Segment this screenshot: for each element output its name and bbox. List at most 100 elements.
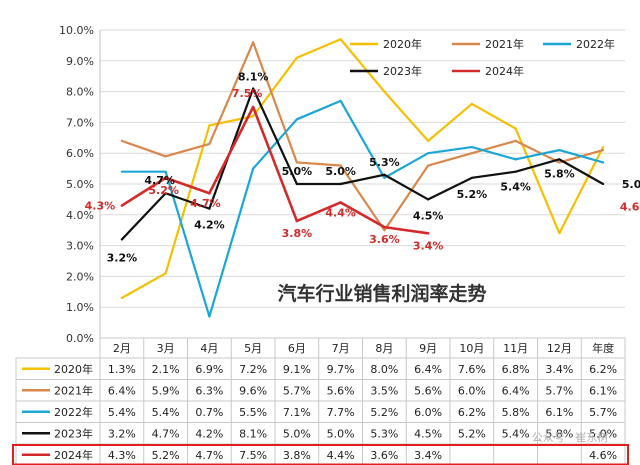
data-label: 4.4%: [325, 206, 356, 219]
series-line-segment: [295, 201, 342, 223]
table-cell: 5.0%: [589, 427, 617, 440]
category-label: 12月: [547, 342, 572, 355]
table-cell: 9.1%: [283, 363, 311, 376]
legend: 2020年 2021年 2022年 2023年 2024年: [350, 37, 615, 78]
series-line-segment: [164, 124, 211, 275]
watermark-text: 公众号 · 崔东树: [532, 430, 609, 444]
y-axis: 0.0% 1.0% 2.0% 3.0% 4.0% 5.0% 6.0% 7.0% 8.0% 9.0%…: [59, 24, 94, 345]
data-label: 8.1%: [238, 71, 269, 84]
series-line-segment: [252, 41, 298, 164]
table-cell: 7.6%: [458, 363, 486, 376]
table-cell: 6.0%: [414, 406, 442, 419]
series-line-segment: [514, 158, 561, 173]
y-tick-label: 7.0%: [66, 116, 94, 129]
data-label: 4.2%: [194, 219, 225, 232]
y-tick-label: 5.0%: [66, 178, 94, 191]
table-cell: 5.6%: [327, 384, 355, 397]
series-line-segment: [339, 38, 386, 93]
series-line-segment: [383, 152, 430, 179]
table-cell: 5.0%: [327, 427, 355, 440]
chart-title: 汽车行业销售利润率走势: [277, 282, 486, 305]
table-cell: 5.2%: [458, 427, 486, 440]
table-cell: 5.5%: [239, 406, 267, 419]
table-cell: 6.9%: [195, 363, 223, 376]
table-cell: 5.8%: [545, 427, 573, 440]
data-label: 5.0%: [622, 178, 640, 191]
series-line-segment: [252, 87, 298, 186]
data-label: 5.3%: [369, 156, 400, 169]
y-tick-label: 6.0%: [66, 147, 94, 160]
series-line-segment: [383, 90, 430, 142]
row-series-name: 2024年: [54, 448, 93, 462]
series-line-segment: [470, 170, 517, 179]
series-line-segment: [470, 102, 517, 130]
table-cell: 3.8%: [283, 449, 311, 462]
series-line-segment: [120, 139, 167, 158]
table-cell: 4.5%: [414, 427, 442, 440]
series-line-segment: [470, 139, 517, 155]
data-label: 5.0%: [325, 165, 356, 178]
table-cell: 9.7%: [327, 363, 355, 376]
table-cell: 6.1%: [589, 384, 617, 397]
data-label: 7.5%: [232, 87, 263, 100]
series-line-segment: [208, 115, 255, 127]
table-cell: 4.4%: [327, 449, 355, 462]
table-cell: 3.2%: [108, 427, 136, 440]
series-line-segment: [295, 99, 342, 121]
row-series-name: 2021年: [54, 383, 93, 397]
category-label: 3月: [157, 342, 175, 355]
table-cell: 7.7%: [327, 406, 355, 419]
data-label: 4.7%: [144, 174, 175, 187]
table-cell: 6.4%: [108, 384, 136, 397]
series-line-segment: [427, 152, 473, 167]
data-label: 3.4%: [413, 239, 444, 252]
data-labels: 3.2% 4.7% 4.2% 8.1% 5.0% 5.0% 5.3% 4.5% 5.2% 5.4%…: [85, 71, 640, 265]
table-cell: 7.2%: [239, 363, 267, 376]
category-label: 10月: [459, 342, 484, 355]
table-cell: 4.7%: [152, 427, 180, 440]
table-cell: 6.4%: [414, 363, 442, 376]
table-cell: 3.5%: [370, 384, 398, 397]
table-cell: 5.2%: [370, 406, 398, 419]
category-label: 8月: [375, 342, 393, 355]
series-line-segment: [120, 176, 167, 207]
data-label: 5.8%: [544, 167, 575, 180]
row-series-name: 2022年: [54, 405, 93, 419]
series-line-segment: [208, 105, 255, 195]
category-label: 年度: [592, 341, 614, 355]
table-cell: 3.4%: [414, 449, 442, 462]
data-label: 5.2%: [148, 184, 179, 197]
data-label: 4.3%: [85, 200, 116, 213]
table-cell: 5.8%: [502, 406, 530, 419]
series-line-segment: [164, 192, 211, 210]
table-cell: 6.2%: [589, 363, 617, 376]
table-cell: 5.4%: [152, 406, 180, 419]
legend-label: 2022年: [576, 37, 615, 51]
data-label: 5.2%: [457, 188, 488, 201]
table-cell: 0.7%: [195, 406, 223, 419]
table-cell: 6.1%: [545, 406, 573, 419]
series-line-segment: [339, 173, 386, 186]
series-line-segment: [120, 272, 167, 300]
series-line-segment: [470, 145, 517, 161]
table-cell: 1.3%: [108, 363, 136, 376]
category-label: 7月: [332, 342, 350, 355]
y-tick-label: 8.0%: [66, 86, 94, 99]
data-table: 2月 3月 4月 5月 6月 7月 8月 9月 10月 11月 12月 年度 2020年 1.3% 2.1%…: [12, 337, 629, 465]
series-line-segment: [427, 102, 473, 142]
y-tick-label: 2.0%: [66, 270, 94, 283]
table-cell: 3.4%: [545, 363, 573, 376]
category-label: 11月: [503, 342, 528, 355]
data-label: 4.5%: [413, 209, 444, 222]
table-cell: 8.0%: [370, 363, 398, 376]
series-line-segment: [383, 173, 430, 201]
data-label: 5.0%: [282, 165, 313, 178]
row-series-name: 2023年: [54, 426, 93, 440]
series-line-segment: [251, 105, 299, 223]
series-line-segment: [208, 41, 255, 146]
table-cell: 8.1%: [239, 427, 267, 440]
series-line-segment: [252, 118, 298, 170]
legend-label: 2020年: [383, 37, 422, 51]
